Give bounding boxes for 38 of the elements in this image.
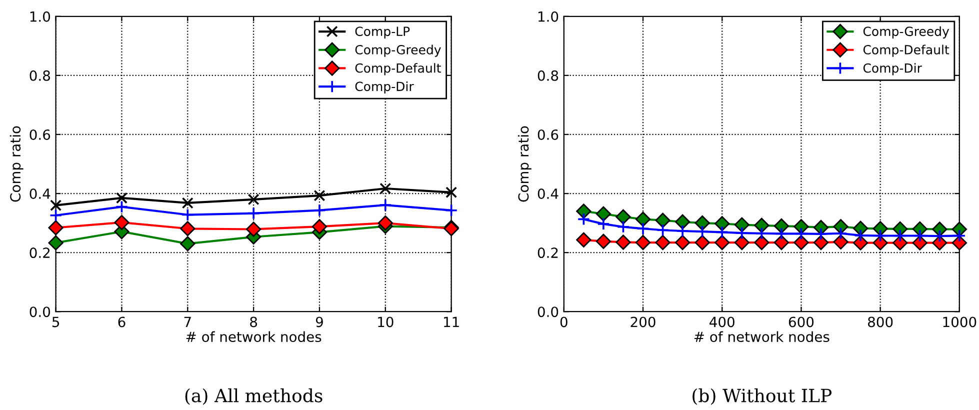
y-tick-label: 0.2 [30, 248, 50, 258]
legend-label: Comp-Default [355, 63, 441, 76]
y-tick-label: 0.0 [30, 306, 50, 318]
y-tick-label: 0.4 [30, 188, 50, 199]
legend-label: Comp-Greedy [863, 26, 950, 38]
x-tick-label: 800 [868, 316, 893, 328]
x-tick-label: 200 [630, 316, 656, 328]
text: (a) All methods [185, 388, 322, 405]
x-axis-title: # of network nodes [186, 331, 322, 342]
legend-label: Comp-Greedy [355, 44, 441, 57]
legend-label: Comp-LP [355, 26, 410, 38]
y-tick-label: 0.4 [538, 188, 558, 199]
x-tick-label: 0 [560, 316, 568, 328]
y-tick-label: 1.0 [538, 11, 558, 22]
legend-label: Comp-Dir [863, 63, 922, 76]
y-tick-label: 0.8 [30, 70, 50, 81]
x-tick-label: 10 [378, 316, 394, 328]
x-tick-label: 1000 [943, 316, 976, 328]
x-tick-label: 9 [316, 316, 323, 328]
text: (b) Without ILP [692, 388, 832, 405]
y-tick-label: 0.2 [538, 248, 558, 258]
y-tick-label: 0.0 [538, 306, 558, 318]
x-tick-label: 7 [184, 316, 191, 328]
y-tick-label: 0.6 [538, 129, 558, 140]
y-tick-label: 0.6 [30, 129, 50, 140]
x-tick-label: 600 [788, 316, 814, 328]
x-tick-label: 11 [444, 316, 459, 328]
x-tick-label: 400 [710, 316, 734, 328]
x-tick-label: 5 [52, 316, 60, 328]
y-axis-title: Comp ratio [518, 126, 532, 202]
y-tick-label: 0.8 [538, 70, 558, 81]
y-axis-title: Comp ratio [10, 126, 24, 202]
x-axis-title: # of network nodes [694, 331, 830, 342]
legend-label: Comp-Default [863, 44, 950, 57]
y-tick-label: 1.0 [30, 11, 50, 22]
x-tick-label: 6 [118, 316, 126, 328]
x-tick-label: 8 [250, 316, 258, 328]
legend-label: Comp-Dir [355, 81, 414, 94]
